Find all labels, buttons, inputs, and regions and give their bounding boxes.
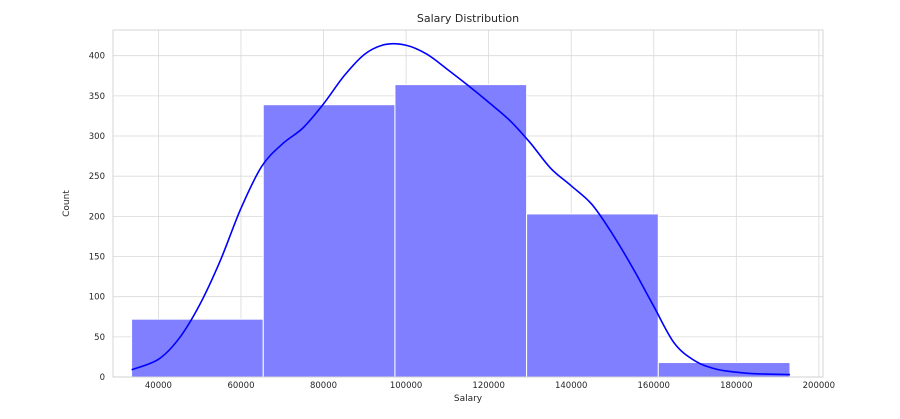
plot-frame [112, 29, 824, 378]
x-tick-label: 160000 [638, 381, 670, 391]
histogram-bar [262, 104, 396, 378]
y-tick-label: 350 [89, 92, 105, 102]
x-tick-label: 100000 [390, 381, 422, 391]
y-tick-label: 50 [94, 333, 105, 343]
y-tick-label: 250 [89, 172, 105, 182]
x-tick-label: 180000 [720, 381, 752, 391]
x-tick-label: 140000 [555, 381, 587, 391]
x-tick-label: 80000 [310, 381, 337, 391]
y-tick-label: 100 [89, 293, 105, 303]
histogram-bar [394, 84, 528, 378]
histogram-bar [131, 318, 264, 378]
x-tick-label: 60000 [227, 381, 254, 391]
bars-layer [131, 84, 791, 378]
ticks-layer: 40000 60000 80000 100000 120000 140000 160000 1… [89, 52, 835, 391]
histogram-bar [526, 213, 659, 378]
x-axis-label: Salary [454, 394, 483, 404]
y-tick-label: 200 [89, 212, 105, 222]
chart-title: Salary Distribution [417, 12, 519, 25]
kde-layer [131, 42, 790, 376]
y-tick-label: 0 [100, 373, 105, 383]
kde-line [131, 42, 790, 376]
y-tick-label: 300 [89, 132, 105, 142]
x-tick-label: 40000 [145, 381, 172, 391]
x-tick-label: 120000 [472, 381, 504, 391]
x-tick-label: 200000 [803, 381, 835, 391]
y-tick-label: 150 [89, 253, 105, 263]
y-axis-label: Count [62, 190, 72, 217]
y-tick-label: 400 [89, 52, 105, 62]
